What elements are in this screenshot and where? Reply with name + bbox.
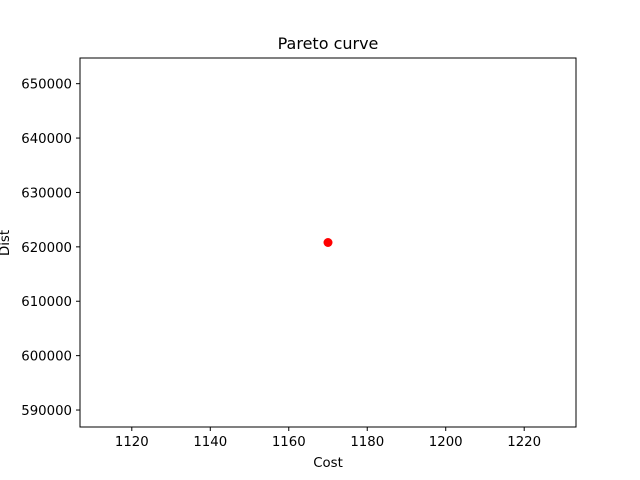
y-tick-label: 640000 xyxy=(21,132,72,147)
x-tick-label: 1220 xyxy=(507,435,541,450)
plot-area: 1120 1140 1160 1180 1200 1220 590000 600000 6100… xyxy=(21,78,541,450)
y-tick-label: 650000 xyxy=(21,78,72,93)
chart-title: Pareto curve xyxy=(278,34,379,53)
x-tick-label: 1180 xyxy=(350,435,384,450)
y-tick-label: 610000 xyxy=(21,295,72,310)
x-tick-label: 1200 xyxy=(429,435,463,450)
x-tick-label: 1140 xyxy=(193,435,227,450)
y-tick-label: 600000 xyxy=(21,350,72,365)
axes-frame xyxy=(79,57,577,428)
y-axis-label: Dist xyxy=(0,230,13,256)
y-tick-label: 630000 xyxy=(21,186,72,201)
x-axis-label: Cost xyxy=(313,456,343,471)
y-tick-label: 620000 xyxy=(21,241,72,256)
data-point xyxy=(323,238,333,247)
x-tick-label: 1120 xyxy=(115,435,149,450)
x-tick-label: 1160 xyxy=(272,435,306,450)
y-tick-label: 590000 xyxy=(21,404,72,419)
